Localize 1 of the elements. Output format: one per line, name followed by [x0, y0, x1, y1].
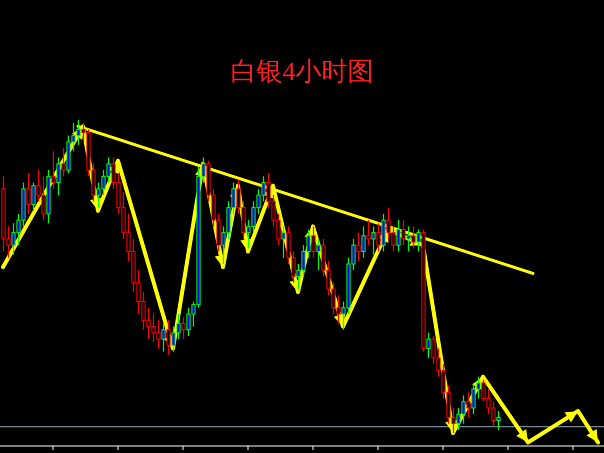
chart-title: 白银4小时图: [230, 57, 374, 86]
